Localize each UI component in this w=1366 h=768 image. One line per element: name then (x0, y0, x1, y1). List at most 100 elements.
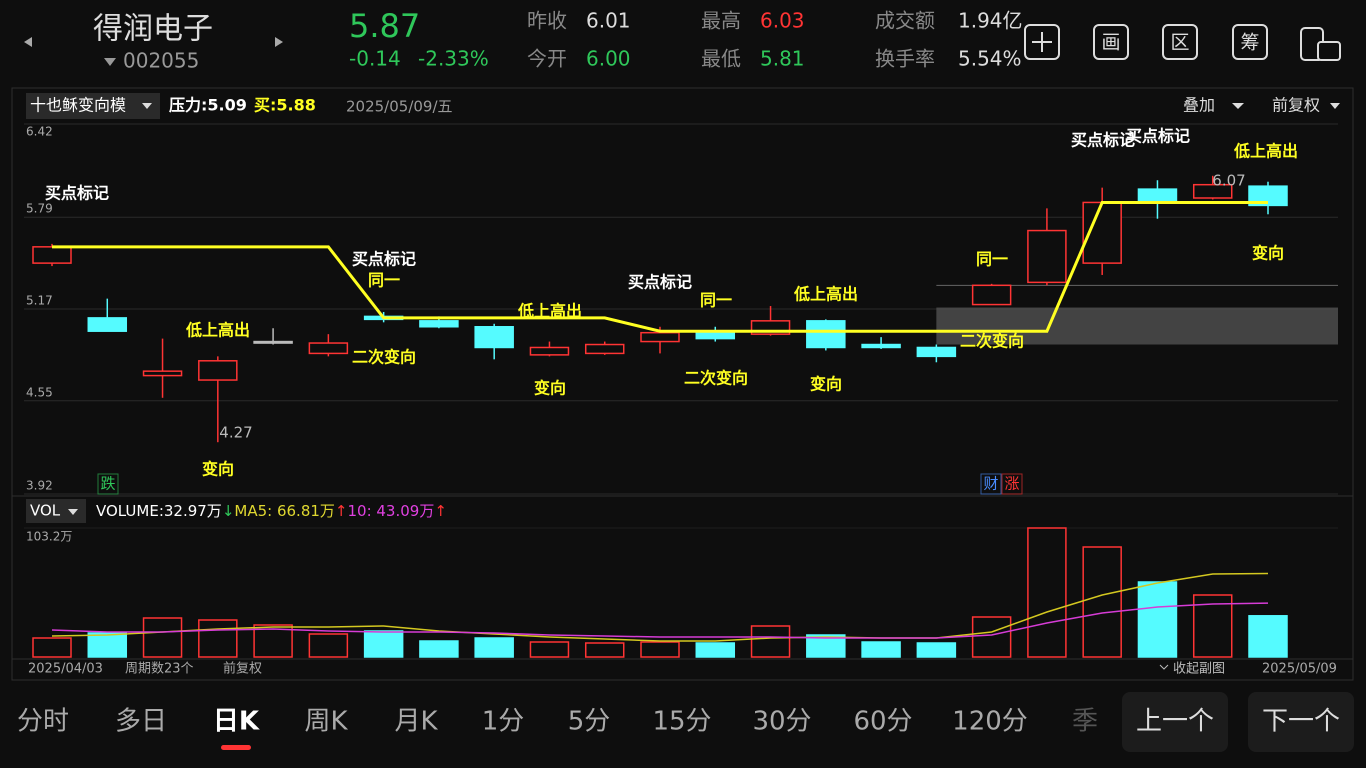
nav-button[interactable]: 上一个 (1136, 707, 1214, 737)
candle-body (142, 370, 183, 377)
candle-body (87, 317, 128, 332)
legend-item: 10: 43.09万 (347, 502, 434, 520)
code-dropdown[interactable] (104, 58, 116, 66)
icon-draw-box[interactable] (1093, 24, 1129, 60)
candle-body (308, 342, 349, 355)
end-date: 2025/05/09 (1262, 662, 1337, 677)
tab[interactable]: 60分 (853, 707, 912, 737)
tab[interactable]: 1分 (482, 707, 525, 737)
stat-value: 6.00 (586, 47, 631, 71)
annotation: 同一 (368, 271, 400, 290)
annotation: 同一 (976, 250, 1008, 269)
nav-button[interactable]: 下一个 (1262, 707, 1340, 737)
volume-bar (971, 616, 1012, 658)
candle-body (529, 346, 570, 356)
volume-bar (1192, 594, 1233, 658)
legend-item: MA5: 66.81万 (234, 502, 335, 520)
volume-legend: VOLUME:32.97万↓MA5: 66.81万↑10: 43.09万↑ (96, 502, 447, 520)
volume-bar (529, 641, 570, 658)
last-price: 5.87 (349, 7, 420, 45)
chart-panel (11, 87, 1354, 681)
ma-line (51, 572, 1269, 642)
candle-body (32, 246, 72, 264)
volume-bar (253, 624, 293, 658)
icon-label[interactable]: 筹 (1240, 32, 1259, 54)
icon-range-box[interactable] (1162, 24, 1198, 60)
tab[interactable]: 多日 (115, 707, 167, 737)
buy-level: 买:5.88 (254, 96, 316, 115)
candle-body (198, 360, 238, 381)
dropdown-arrow (1330, 103, 1340, 109)
volume-bar (695, 642, 736, 658)
y-tick-label: 5.17 (26, 294, 53, 308)
vol-selector-label[interactable]: VOL (30, 502, 61, 520)
icon-chip-box[interactable] (1232, 24, 1268, 60)
adjust-mode: 前复权 (223, 661, 262, 677)
stat-value: 6.03 (760, 9, 805, 33)
candle-body (584, 343, 625, 355)
marker: 跌 (100, 475, 115, 493)
volume-bar (640, 641, 680, 658)
candle-body (1192, 183, 1233, 199)
tab[interactable]: 15分 (652, 707, 711, 737)
volume-bar (142, 617, 183, 658)
price-zone (936, 307, 1338, 345)
tab[interactable]: 周K (304, 707, 348, 737)
legend-item: ↑ (434, 502, 447, 520)
annotation: 二次变向 (684, 369, 748, 388)
stat-label: 成交额 (875, 9, 935, 33)
annotation: 买点标记 (1071, 131, 1135, 150)
candle-body (640, 331, 680, 343)
candle-body (971, 284, 1012, 306)
start-date: 2025/04/03 (28, 662, 103, 677)
dropdown-arrow (1232, 103, 1244, 109)
annotation: 低上高出 (185, 321, 250, 340)
ma-line (51, 602, 1269, 639)
candle-body (1027, 229, 1067, 284)
icon-rotate[interactable] (1300, 27, 1341, 61)
stat-label: 今开 (527, 47, 567, 71)
volume-bar (1248, 615, 1288, 658)
volume-bar (419, 640, 459, 658)
annotation: 买点标记 (1126, 127, 1190, 146)
tab[interactable]: 5分 (568, 707, 611, 737)
indicator-selector[interactable] (26, 93, 160, 119)
marker-box (980, 473, 1002, 495)
indicator-name[interactable]: 十也稣变向模 (30, 96, 126, 115)
button[interactable] (1248, 692, 1354, 752)
overlay[interactable]: 叠加 (1183, 96, 1215, 115)
icon-label[interactable]: 区 (1170, 32, 1189, 54)
tab[interactable]: 30分 (752, 707, 811, 737)
tab[interactable]: 月K (394, 707, 438, 737)
next-stock-arrow[interactable] (275, 37, 283, 47)
volume-bar (750, 625, 791, 658)
marker-box (1001, 473, 1023, 495)
stat-value: 5.81 (760, 47, 805, 71)
prev-stock-arrow[interactable] (24, 37, 32, 47)
dropdown-arrow (142, 103, 152, 109)
adjust[interactable]: 前复权 (1272, 96, 1320, 115)
annotation: 变向 (534, 379, 566, 398)
button[interactable] (1122, 692, 1228, 752)
tab[interactable]: 120分 (952, 707, 1028, 737)
tab[interactable]: 季 (1072, 707, 1098, 737)
collapse-icon[interactable] (1159, 664, 1169, 670)
tab[interactable]: 分时 (17, 707, 69, 737)
collapse-sub[interactable]: 收起副图 (1173, 662, 1225, 677)
stat-label: 最高 (701, 9, 741, 33)
volume-bar (198, 619, 238, 658)
volume-bar (584, 642, 625, 658)
icon-add[interactable] (1024, 24, 1060, 60)
cursor-date: 2025/05/09/五 (346, 98, 453, 116)
volume-bar (1137, 581, 1178, 658)
tab[interactable]: 日K (213, 707, 260, 737)
value-label: 6.07 (1212, 172, 1245, 190)
icon-label[interactable]: 画 (1101, 32, 1120, 54)
legend-item: ↑ (335, 502, 348, 520)
annotation: 变向 (810, 375, 842, 394)
stat-label: 换手率 (875, 47, 935, 71)
stat-label: 最低 (701, 47, 741, 71)
legend-item: ↓ (222, 502, 235, 520)
